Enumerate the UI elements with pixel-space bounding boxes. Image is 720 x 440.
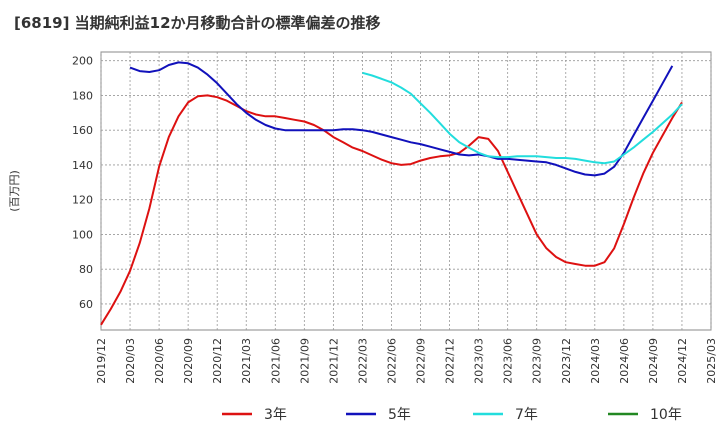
x-tick-label: 2021/03 (240, 338, 253, 384)
y-axis: 60 80 100 120 140 160 180 200 (72, 55, 93, 311)
x-tick-label: 2023/06 (502, 338, 515, 384)
x-tick-label: 2020/12 (211, 338, 224, 384)
x-tick-label: 2022/06 (385, 338, 398, 384)
x-tick-label: 2021/09 (298, 338, 311, 384)
legend-label: 3年 (264, 407, 287, 423)
x-tick-label: 2022/09 (415, 338, 428, 384)
legend-item-4: 10年 (608, 407, 682, 423)
plot-border (100, 51, 712, 331)
x-tick-label: 2021/06 (269, 338, 282, 384)
chart-title: [6819] 当期純利益12か月移動合計の標準偏差の推移 (14, 14, 381, 32)
x-tick-label: 2020/09 (182, 338, 195, 384)
series-line-2 (129, 61, 674, 177)
x-tick-label: 2024/06 (618, 338, 631, 384)
x-tick-label: 2019/12 (95, 338, 108, 384)
legend-label: 10年 (650, 407, 682, 423)
legend-label: 7年 (515, 407, 538, 423)
x-tick-label: 2023/12 (560, 338, 573, 384)
series-line-1 (100, 94, 683, 326)
x-tick-label: 2022/03 (356, 338, 369, 384)
x-tick-label: 2024/12 (676, 338, 689, 384)
y-tick-label: 160 (72, 124, 93, 137)
legend-label: 5年 (388, 407, 411, 423)
x-tick-label: 2020/06 (153, 338, 166, 384)
legend: 3年 5年 7年 10年 (222, 407, 682, 423)
x-tick-label: 2024/03 (589, 338, 602, 384)
y-tick-label: 80 (79, 263, 93, 276)
y-axis-label: (百万円) (8, 170, 21, 212)
legend-item-3: 7年 (473, 407, 538, 423)
x-tick-label: 2022/12 (444, 338, 457, 384)
y-tick-label: 200 (72, 55, 93, 68)
x-tick-label: 2023/09 (531, 338, 544, 384)
y-tick-label: 140 (72, 159, 93, 172)
y-tick-label: 120 (72, 194, 93, 207)
series-line-3 (362, 71, 683, 165)
x-tick-label: 2024/09 (647, 338, 660, 384)
y-tick-label: 60 (79, 298, 93, 311)
series-lines (100, 61, 683, 326)
x-tick-label: 2020/03 (124, 338, 137, 384)
legend-item-1: 3年 (222, 407, 287, 423)
x-axis: 2019/12 2020/03 2020/06 2020/09 2020/12 2021/… (95, 338, 718, 384)
y-tick-label: 180 (72, 89, 93, 102)
x-tick-label: 2025/03 (705, 338, 718, 384)
legend-item-2: 5年 (346, 407, 411, 423)
y-tick-label: 100 (72, 228, 93, 241)
x-tick-label: 2021/12 (327, 338, 340, 384)
plot-area (100, 51, 712, 331)
x-tick-label: 2023/03 (473, 338, 486, 384)
